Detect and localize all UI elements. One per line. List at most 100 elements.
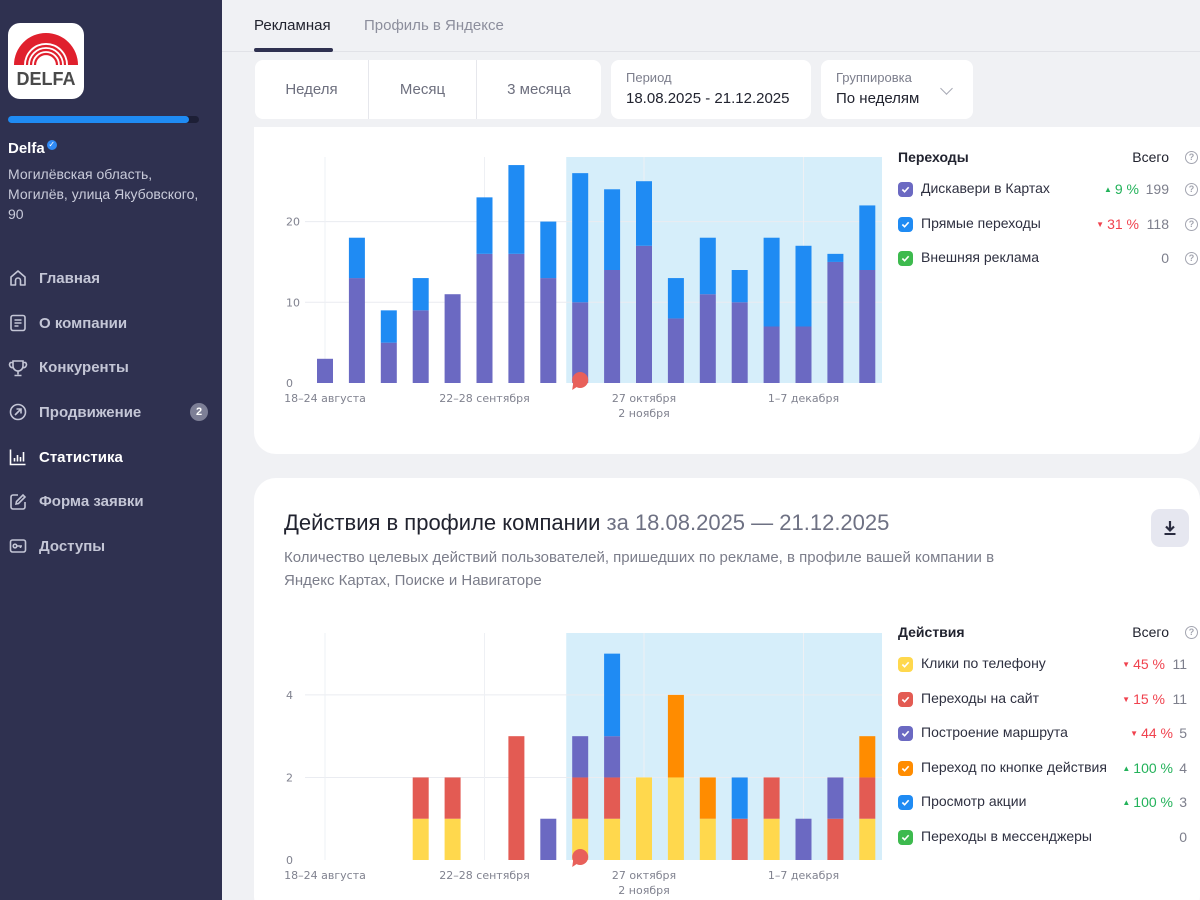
legend-row[interactable]: Переход по кнопке действия 4 ▲ 100 %: [898, 759, 1198, 781]
event-marker-icon[interactable]: [572, 849, 589, 867]
series-checkbox[interactable]: [898, 251, 913, 267]
bar-segment[interactable]: [699, 294, 716, 383]
bar-segment[interactable]: [604, 653, 621, 737]
series-checkbox[interactable]: [898, 216, 913, 232]
company-name-row[interactable]: Delfa ✓: [8, 140, 57, 157]
period-week-button[interactable]: Неделя: [255, 60, 369, 119]
bar-segment[interactable]: [508, 253, 525, 383]
bar-segment[interactable]: [667, 318, 684, 383]
help-icon[interactable]: ?: [1185, 151, 1198, 164]
series-checkbox[interactable]: [898, 657, 913, 672]
bar-segment[interactable]: [572, 818, 589, 860]
series-checkbox[interactable]: [898, 795, 913, 811]
series-checkbox[interactable]: [898, 182, 913, 197]
bar-segment[interactable]: [604, 736, 621, 778]
series-checkbox[interactable]: [898, 830, 913, 845]
sidebar-item-statistics[interactable]: Статистика: [0, 435, 222, 480]
period-date-picker[interactable]: Период 18.08.2025 - 21.12.2025: [611, 60, 811, 119]
sidebar-item-promotion[interactable]: Продвижение 2: [0, 390, 222, 435]
sidebar-item-competitors[interactable]: Конкуренты: [0, 345, 222, 390]
bar-segment[interactable]: [348, 237, 365, 279]
help-icon[interactable]: ?: [1185, 183, 1198, 196]
bar-segment[interactable]: [699, 818, 716, 860]
sidebar-item-home[interactable]: Главная: [0, 256, 222, 301]
bar-segment[interactable]: [731, 777, 748, 819]
bar-segment[interactable]: [317, 358, 333, 383]
legend-row[interactable]: Переходы в мессенджеры 0: [898, 828, 1198, 850]
bar-segment[interactable]: [667, 694, 684, 778]
bar-segment[interactable]: [636, 181, 652, 246]
bar-segment[interactable]: [859, 818, 876, 860]
bar-segment[interactable]: [380, 310, 397, 343]
bar-segment[interactable]: [763, 326, 780, 384]
legend-row[interactable]: Переходы на сайт 11 ▼ 15 %: [898, 690, 1198, 712]
bar-segment[interactable]: [412, 818, 429, 860]
grouping-select[interactable]: Группировка По неделям: [821, 60, 973, 119]
period-month-button[interactable]: Месяц: [369, 60, 477, 119]
bar-segment[interactable]: [444, 294, 461, 383]
bar-segment[interactable]: [572, 173, 589, 303]
bar-segment[interactable]: [412, 777, 429, 819]
bar-segment[interactable]: [604, 818, 621, 860]
bar-segment[interactable]: [508, 736, 525, 860]
sidebar-item-access[interactable]: Доступы: [0, 524, 222, 569]
bar-segment[interactable]: [380, 342, 397, 383]
bar-segment[interactable]: [859, 270, 876, 383]
series-checkbox[interactable]: [898, 726, 913, 742]
bar-segment[interactable]: [412, 278, 429, 311]
bar-segment[interactable]: [667, 278, 684, 319]
bar-segment[interactable]: [636, 777, 652, 860]
bar-segment[interactable]: [763, 777, 780, 819]
help-icon[interactable]: ?: [1185, 252, 1198, 266]
bar-segment[interactable]: [731, 818, 748, 860]
bar-segment[interactable]: [476, 197, 493, 254]
legend-row[interactable]: Клики по телефону 11 ▼ 45 %: [898, 655, 1198, 677]
series-checkbox[interactable]: [898, 691, 913, 707]
bar-segment[interactable]: [604, 189, 621, 270]
bar-segment[interactable]: [827, 253, 844, 262]
download-button[interactable]: [1151, 509, 1189, 547]
help-icon[interactable]: ?: [1185, 626, 1198, 639]
bar-segment[interactable]: [540, 818, 557, 860]
bar-segment[interactable]: [604, 270, 621, 383]
bar-segment[interactable]: [412, 310, 429, 383]
bar-segment[interactable]: [795, 245, 812, 327]
bar-segment[interactable]: [763, 237, 780, 327]
bar-segment[interactable]: [444, 818, 461, 860]
bar-segment[interactable]: [827, 777, 844, 819]
bar-segment[interactable]: [476, 253, 493, 383]
bar-segment[interactable]: [444, 777, 461, 819]
series-checkbox[interactable]: [898, 760, 913, 776]
bar-segment[interactable]: [540, 278, 557, 383]
bar-segment[interactable]: [731, 270, 748, 303]
tab-advertising[interactable]: Рекламная: [254, 17, 331, 34]
bar-segment[interactable]: [572, 302, 589, 383]
company-logo[interactable]: DELFA: [8, 23, 84, 99]
bar-segment[interactable]: [859, 777, 876, 819]
bar-segment[interactable]: [827, 818, 844, 860]
period-3-months-button[interactable]: 3 месяца: [507, 81, 571, 98]
bar-segment[interactable]: [540, 221, 557, 279]
bar-segment[interactable]: [667, 777, 684, 860]
bar-segment[interactable]: [859, 736, 876, 778]
bar-segment[interactable]: [859, 205, 876, 270]
tab-yandex-profile[interactable]: Профиль в Яндексе: [364, 17, 504, 34]
bar-segment[interactable]: [699, 237, 716, 295]
help-icon[interactable]: ?: [1185, 217, 1198, 231]
legend-row[interactable]: Просмотр акции 3 ▲ 100 %: [898, 793, 1198, 815]
bar-segment[interactable]: [572, 736, 589, 778]
bar-segment[interactable]: [636, 245, 652, 383]
bar-segment[interactable]: [348, 278, 365, 383]
bar-segment[interactable]: [572, 777, 589, 819]
sidebar-item-request-form[interactable]: Форма заявки: [0, 479, 222, 524]
legend-row[interactable]: Построение маршрута 5 ▼ 44 %: [898, 724, 1198, 746]
bar-segment[interactable]: [795, 818, 812, 860]
legend-row[interactable]: Прямые переходы 118 ▼ 31 %?: [898, 215, 1198, 237]
bar-segment[interactable]: [508, 165, 525, 254]
bar-segment[interactable]: [604, 777, 621, 819]
bar-segment[interactable]: [763, 818, 780, 860]
bar-segment[interactable]: [827, 261, 844, 383]
bar-segment[interactable]: [795, 326, 812, 384]
sidebar-item-about[interactable]: О компании: [0, 301, 222, 346]
legend-row[interactable]: Дискавери в Картах 199 ▲ 9 %?: [898, 180, 1198, 202]
